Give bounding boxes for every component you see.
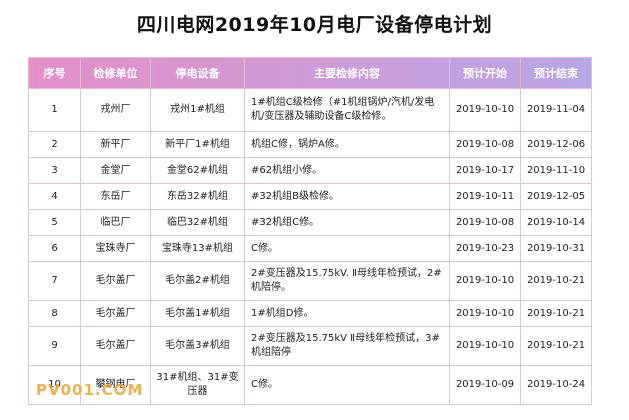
cell-no: 2 xyxy=(28,131,81,158)
cell-unit: 宝珠寺厂 xyxy=(80,235,151,262)
cell-equipment: 毛尔盖3#机组 xyxy=(150,326,245,366)
cell-end: 2019-11-04 xyxy=(520,88,592,132)
table-header-row: 序号 检修单位 停电设备 主要检修内容 预计开始 预计结束 xyxy=(28,57,592,89)
cell-content: 机组C修，锅炉A修。 xyxy=(244,131,450,158)
cell-unit: 毛尔盖厂 xyxy=(80,326,151,366)
cell-equipment: 新平厂1#机组 xyxy=(150,131,245,158)
header-no: 序号 xyxy=(28,57,81,89)
cell-no: 3 xyxy=(28,157,81,184)
cell-content: C修。 xyxy=(244,365,450,405)
cell-content: 1#机组D修。 xyxy=(244,300,450,327)
cell-end: 2019-11-10 xyxy=(520,157,592,184)
cell-unit: 东岳厂 xyxy=(80,183,151,210)
cell-no: 4 xyxy=(28,183,81,210)
cell-equipment: 金堂62#机组 xyxy=(150,157,245,184)
cell-unit: 毛尔盖厂 xyxy=(80,300,151,327)
cell-content: #62机组小修。 xyxy=(244,157,450,184)
cell-content: 1#机组C级检修（#1机组锅炉/汽机/发电机/变压器及辅助设备C级检修。 xyxy=(244,88,450,132)
cell-start: 2019-10-10 xyxy=(449,326,521,366)
cell-no: 6 xyxy=(28,235,81,262)
table-row: 1 戎州厂 戎州1#机组 1#机组C级检修（#1机组锅炉/汽机/发电机/变压器及… xyxy=(28,88,592,132)
cell-no: 10 xyxy=(28,365,81,405)
cell-equipment: 临巴32#机组 xyxy=(150,209,245,236)
cell-unit: 临巴厂 xyxy=(80,209,151,236)
header-end: 预计结束 xyxy=(520,57,592,89)
table-row: 6 宝珠寺厂 宝珠寺13#机组 C修。 2019-10-23 2019-10-3… xyxy=(28,235,592,262)
cell-start: 2019-10-08 xyxy=(449,209,521,236)
table-row: 9 毛尔盖厂 毛尔盖3#机组 2#变压器及15.75kV Ⅱ母线年检预试，3#机… xyxy=(28,326,592,366)
cell-end: 2019-12-05 xyxy=(520,183,592,210)
cell-start: 2019-10-11 xyxy=(449,183,521,210)
cell-no: 8 xyxy=(28,300,81,327)
cell-start: 2019-10-10 xyxy=(449,300,521,327)
cell-end: 2019-10-21 xyxy=(520,326,592,366)
cell-equipment: 31#机组、31#变压器 xyxy=(150,365,245,405)
cell-end: 2019-10-24 xyxy=(520,365,592,405)
cell-content: #32机组B级检修。 xyxy=(244,183,450,210)
cell-no: 9 xyxy=(28,326,81,366)
outage-plan-table: 序号 检修单位 停电设备 主要检修内容 预计开始 预计结束 1 戎州厂 戎州1#… xyxy=(28,57,592,405)
cell-equipment: 宝珠寺13#机组 xyxy=(150,235,245,262)
cell-equipment: 戎州1#机组 xyxy=(150,88,245,132)
table-row: 5 临巴厂 临巴32#机组 #32机组C修。 2019-10-08 2019-1… xyxy=(28,209,592,236)
cell-start: 2019-10-23 xyxy=(449,235,521,262)
cell-end: 2019-10-14 xyxy=(520,209,592,236)
cell-no: 7 xyxy=(28,261,81,301)
watermark-logo: PV001.COM xyxy=(36,381,144,399)
cell-start: 2019-10-10 xyxy=(449,88,521,132)
cell-content: #32机组C修。 xyxy=(244,209,450,236)
cell-start: 2019-10-17 xyxy=(449,157,521,184)
cell-no: 1 xyxy=(28,88,81,132)
cell-end: 2019-10-21 xyxy=(520,300,592,327)
cell-start: 2019-10-08 xyxy=(449,131,521,158)
cell-end: 2019-12-06 xyxy=(520,131,592,158)
table-row: 8 毛尔盖厂 毛尔盖1#机组 1#机组D修。 2019-10-10 2019-1… xyxy=(28,300,592,327)
header-unit: 检修单位 xyxy=(80,57,151,89)
header-equipment: 停电设备 xyxy=(150,57,245,89)
cell-end: 2019-10-31 xyxy=(520,235,592,262)
cell-end: 2019-10-21 xyxy=(520,261,592,301)
table-row: 4 东岳厂 东岳32#机组 #32机组B级检修。 2019-10-11 2019… xyxy=(28,183,592,210)
table-row: 10 攀钢电厂 31#机组、31#变压器 C修。 2019-10-09 2019… xyxy=(28,365,592,405)
cell-start: 2019-10-10 xyxy=(449,261,521,301)
cell-unit: 毛尔盖厂 xyxy=(80,261,151,301)
cell-equipment: 东岳32#机组 xyxy=(150,183,245,210)
cell-equipment: 毛尔盖1#机组 xyxy=(150,300,245,327)
table-row: 2 新平厂 新平厂1#机组 机组C修，锅炉A修。 2019-10-08 2019… xyxy=(28,131,592,158)
cell-unit: 金堂厂 xyxy=(80,157,151,184)
cell-unit: 戎州厂 xyxy=(80,88,151,132)
page-title: 四川电网2019年10月电厂设备停电计划 xyxy=(136,14,493,36)
cell-unit: 新平厂 xyxy=(80,131,151,158)
cell-content: C修。 xyxy=(244,235,450,262)
cell-start: 2019-10-09 xyxy=(449,365,521,405)
header-start: 预计开始 xyxy=(449,57,521,89)
cell-equipment: 毛尔盖2#机组 xyxy=(150,261,245,301)
header-content: 主要检修内容 xyxy=(244,57,450,89)
cell-no: 5 xyxy=(28,209,81,236)
cell-content: 2#变压器及15.75kV. Ⅱ母线年检预试，2#机陪停。 xyxy=(244,261,450,301)
cell-content: 2#变压器及15.75kV Ⅱ母线年检预试，3#机组陪停 xyxy=(244,326,450,366)
table-row: 3 金堂厂 金堂62#机组 #62机组小修。 2019-10-17 2019-1… xyxy=(28,157,592,184)
table-row: 7 毛尔盖厂 毛尔盖2#机组 2#变压器及15.75kV. Ⅱ母线年检预试，2#… xyxy=(28,261,592,301)
